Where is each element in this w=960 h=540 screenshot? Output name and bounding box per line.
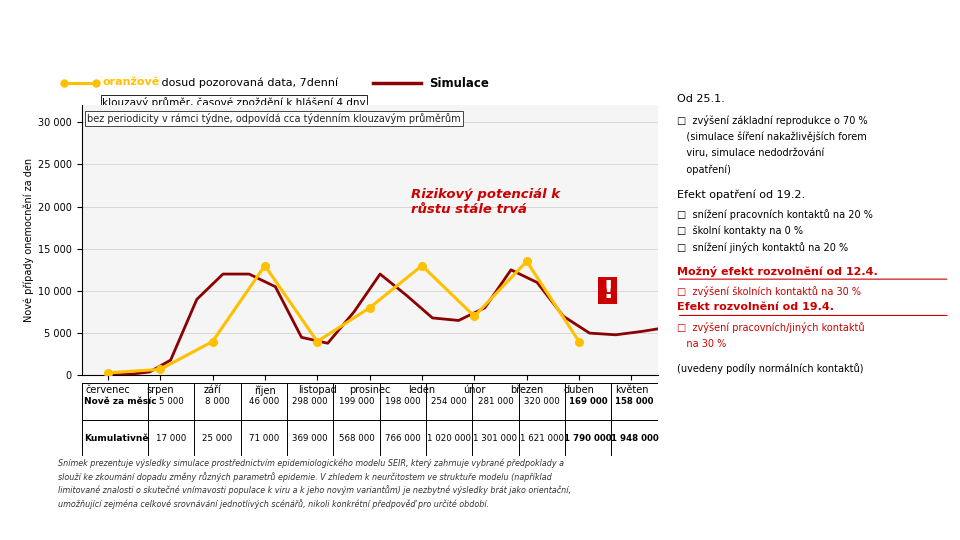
Text: Efekt rozvolnění od 19.4.: Efekt rozvolnění od 19.4. bbox=[677, 302, 834, 312]
Text: 1 301 000: 1 301 000 bbox=[473, 434, 517, 443]
Text: opatření): opatření) bbox=[677, 165, 731, 176]
Text: 254 000: 254 000 bbox=[431, 397, 467, 406]
Text: (simulace šíření nakažlivějších forem: (simulace šíření nakažlivějších forem bbox=[677, 132, 867, 142]
Text: na 30 %: na 30 % bbox=[677, 339, 726, 349]
Text: Možný efekt rozvolnění od 12.4.: Možný efekt rozvolnění od 12.4. bbox=[677, 266, 877, 277]
Text: 46 000: 46 000 bbox=[249, 397, 278, 406]
Text: Dopad potenciálního rozvolnění 12. -19. 4. 2021: Dopad potenciálního rozvolnění 12. -19. … bbox=[286, 49, 674, 65]
Text: viru, simulace nedodržování: viru, simulace nedodržování bbox=[677, 148, 824, 158]
Text: 1 948 000: 1 948 000 bbox=[611, 434, 659, 443]
Text: □  zvýšení školních kontaktů na 30 %: □ zvýšení školních kontaktů na 30 % bbox=[677, 286, 861, 296]
Text: 320 000: 320 000 bbox=[524, 397, 560, 406]
Text: Snímek prezentuje výsledky simulace prostřednictvím epidemiologického modelu SEI: Snímek prezentuje výsledky simulace pros… bbox=[58, 459, 570, 509]
Text: Rizikový potenciál k
růstu stále trvá: Rizikový potenciál k růstu stále trvá bbox=[412, 188, 561, 217]
Text: 158 000: 158 000 bbox=[615, 397, 654, 406]
Text: Simulace: Simulace bbox=[429, 77, 490, 90]
Text: 198 000: 198 000 bbox=[385, 397, 420, 406]
Text: 369 000: 369 000 bbox=[292, 434, 328, 443]
Text: oranžově: oranžově bbox=[102, 77, 159, 87]
Text: □  zvýšení základní reprodukce o 70 %: □ zvýšení základní reprodukce o 70 % bbox=[677, 115, 868, 126]
Text: 17 000: 17 000 bbox=[156, 434, 186, 443]
Text: 281 000: 281 000 bbox=[477, 397, 514, 406]
Text: (uvedeny podíly normálních kontaktů): (uvedeny podíly normálních kontaktů) bbox=[677, 363, 863, 374]
Text: klouzavý průměr, časové zpoždění k hlášení 4 dny: klouzavý průměr, časové zpoždění k hláše… bbox=[102, 97, 366, 108]
Text: Nově za měsíc: Nově za měsíc bbox=[84, 397, 157, 406]
Text: 5 000: 5 000 bbox=[158, 397, 183, 406]
Text: bez periodicity v rámci týdne, odpovídá cca týdenním klouzavým průměrům: bez periodicity v rámci týdne, odpovídá … bbox=[87, 113, 461, 124]
Text: 169 000: 169 000 bbox=[568, 397, 608, 406]
Text: !: ! bbox=[602, 279, 613, 303]
Text: 25 000: 25 000 bbox=[203, 434, 232, 443]
Text: 8 000: 8 000 bbox=[205, 397, 229, 406]
Text: Efekt opatření od 19.2.: Efekt opatření od 19.2. bbox=[677, 189, 804, 200]
Text: 1 621 000: 1 621 000 bbox=[519, 434, 564, 443]
Text: 71 000: 71 000 bbox=[249, 434, 278, 443]
Text: □  snížení jiných kontaktů na 20 %: □ snížení jiných kontaktů na 20 % bbox=[677, 242, 848, 253]
Text: □  zvýšení pracovních/jiných kontaktů: □ zvýšení pracovních/jiných kontaktů bbox=[677, 322, 864, 333]
Text: 568 000: 568 000 bbox=[339, 434, 374, 443]
FancyBboxPatch shape bbox=[598, 278, 617, 305]
Text: SEIR model: udržení a významné posílení opatření: SEIR model: udržení a významné posílení … bbox=[225, 14, 735, 32]
Text: 766 000: 766 000 bbox=[385, 434, 420, 443]
Text: 199 000: 199 000 bbox=[339, 397, 374, 406]
Text: □  snížení pracovních kontaktů na 20 %: □ snížení pracovních kontaktů na 20 % bbox=[677, 209, 873, 220]
Text: dosud pozorovaná data, 7denní: dosud pozorovaná data, 7denní bbox=[157, 77, 338, 87]
Text: 298 000: 298 000 bbox=[292, 397, 328, 406]
Y-axis label: Nové případy onemocnění za den: Nové případy onemocnění za den bbox=[23, 158, 34, 322]
Text: 1 790 000: 1 790 000 bbox=[564, 434, 612, 443]
Text: Kumulativně: Kumulativně bbox=[84, 434, 149, 443]
Text: □  školní kontakty na 0 %: □ školní kontakty na 0 % bbox=[677, 225, 803, 236]
Text: Od 25.1.: Od 25.1. bbox=[677, 94, 725, 104]
Text: 1 020 000: 1 020 000 bbox=[427, 434, 471, 443]
